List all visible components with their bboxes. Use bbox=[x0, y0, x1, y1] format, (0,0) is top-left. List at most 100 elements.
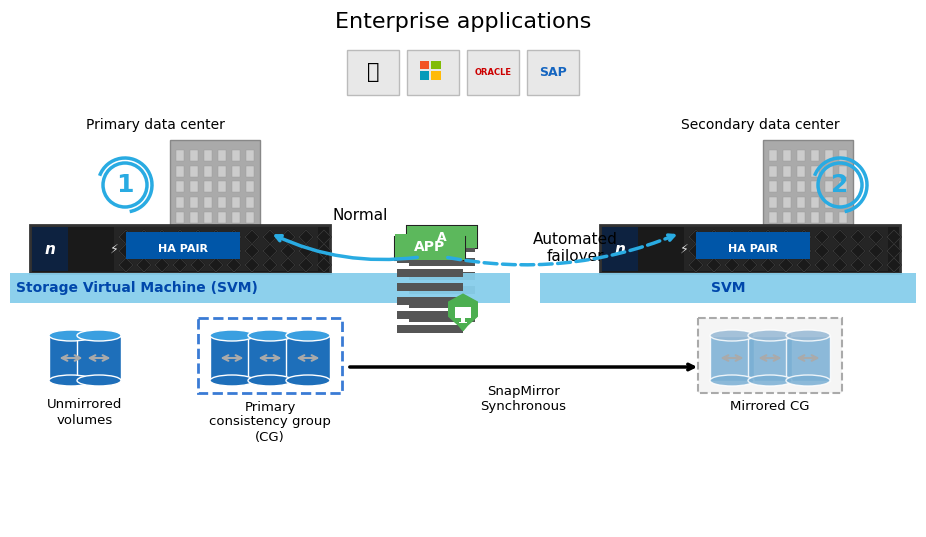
FancyBboxPatch shape bbox=[246, 182, 254, 192]
Text: Primary
consistency group
(CG): Primary consistency group (CG) bbox=[209, 401, 331, 444]
FancyBboxPatch shape bbox=[797, 197, 805, 208]
FancyBboxPatch shape bbox=[461, 318, 465, 322]
Text: Primary data center: Primary data center bbox=[85, 118, 224, 132]
Text: HA PAIR: HA PAIR bbox=[158, 244, 208, 254]
FancyBboxPatch shape bbox=[839, 166, 847, 177]
FancyBboxPatch shape bbox=[246, 197, 254, 208]
Polygon shape bbox=[299, 244, 313, 258]
Polygon shape bbox=[743, 230, 757, 244]
Polygon shape bbox=[299, 230, 313, 244]
FancyBboxPatch shape bbox=[777, 230, 787, 246]
FancyBboxPatch shape bbox=[204, 150, 212, 161]
FancyBboxPatch shape bbox=[769, 182, 777, 192]
Polygon shape bbox=[689, 258, 703, 272]
Text: 🐧: 🐧 bbox=[367, 62, 380, 83]
FancyBboxPatch shape bbox=[397, 268, 463, 277]
FancyBboxPatch shape bbox=[825, 166, 833, 177]
Polygon shape bbox=[137, 230, 151, 244]
FancyBboxPatch shape bbox=[183, 230, 194, 246]
FancyBboxPatch shape bbox=[176, 166, 184, 177]
FancyBboxPatch shape bbox=[825, 150, 833, 161]
FancyBboxPatch shape bbox=[782, 166, 791, 177]
Polygon shape bbox=[227, 258, 241, 272]
Polygon shape bbox=[887, 258, 901, 272]
Polygon shape bbox=[245, 258, 259, 272]
FancyBboxPatch shape bbox=[821, 230, 832, 246]
Polygon shape bbox=[281, 258, 295, 272]
FancyBboxPatch shape bbox=[407, 226, 477, 248]
Polygon shape bbox=[191, 230, 205, 244]
FancyBboxPatch shape bbox=[190, 150, 198, 161]
FancyBboxPatch shape bbox=[782, 213, 791, 223]
Text: 2: 2 bbox=[832, 173, 849, 197]
FancyBboxPatch shape bbox=[409, 300, 475, 308]
Polygon shape bbox=[761, 230, 775, 244]
FancyBboxPatch shape bbox=[811, 197, 820, 208]
FancyBboxPatch shape bbox=[246, 213, 254, 223]
Text: Storage Virtual Machine (SVM): Storage Virtual Machine (SVM) bbox=[16, 281, 257, 295]
FancyBboxPatch shape bbox=[248, 336, 292, 381]
Polygon shape bbox=[887, 244, 901, 258]
FancyBboxPatch shape bbox=[395, 237, 465, 260]
Polygon shape bbox=[317, 244, 331, 258]
Polygon shape bbox=[833, 244, 847, 258]
Polygon shape bbox=[833, 258, 847, 272]
Polygon shape bbox=[119, 258, 133, 272]
Text: SAP: SAP bbox=[539, 66, 567, 79]
FancyBboxPatch shape bbox=[769, 213, 777, 223]
Polygon shape bbox=[227, 244, 241, 258]
Polygon shape bbox=[137, 258, 151, 272]
Polygon shape bbox=[707, 244, 721, 258]
FancyBboxPatch shape bbox=[204, 166, 212, 177]
FancyBboxPatch shape bbox=[77, 336, 121, 381]
Polygon shape bbox=[725, 258, 739, 272]
Polygon shape bbox=[707, 230, 721, 244]
FancyBboxPatch shape bbox=[218, 166, 226, 177]
FancyBboxPatch shape bbox=[458, 322, 468, 323]
FancyBboxPatch shape bbox=[763, 140, 853, 250]
FancyBboxPatch shape bbox=[229, 230, 239, 246]
Text: SVM: SVM bbox=[711, 281, 745, 295]
FancyBboxPatch shape bbox=[190, 166, 198, 177]
FancyBboxPatch shape bbox=[246, 150, 254, 161]
Polygon shape bbox=[887, 230, 901, 244]
Ellipse shape bbox=[710, 375, 754, 386]
Polygon shape bbox=[707, 258, 721, 272]
FancyBboxPatch shape bbox=[190, 213, 198, 223]
FancyBboxPatch shape bbox=[395, 234, 465, 260]
FancyBboxPatch shape bbox=[782, 150, 791, 161]
FancyBboxPatch shape bbox=[811, 182, 820, 192]
FancyBboxPatch shape bbox=[409, 258, 475, 266]
Polygon shape bbox=[851, 244, 865, 258]
Polygon shape bbox=[725, 244, 739, 258]
Polygon shape bbox=[281, 244, 295, 258]
Polygon shape bbox=[191, 258, 205, 272]
FancyBboxPatch shape bbox=[432, 61, 441, 69]
FancyBboxPatch shape bbox=[432, 71, 441, 79]
Text: ⚡: ⚡ bbox=[109, 243, 119, 256]
Polygon shape bbox=[173, 230, 187, 244]
Text: Automated
failover: Automated failover bbox=[532, 232, 618, 264]
Text: Secondary data center: Secondary data center bbox=[681, 118, 839, 132]
FancyBboxPatch shape bbox=[409, 272, 475, 280]
Polygon shape bbox=[743, 244, 757, 258]
Polygon shape bbox=[173, 244, 187, 258]
FancyBboxPatch shape bbox=[839, 182, 847, 192]
FancyBboxPatch shape bbox=[769, 150, 777, 161]
FancyBboxPatch shape bbox=[114, 227, 318, 271]
Text: Enterprise applications: Enterprise applications bbox=[335, 12, 591, 32]
Polygon shape bbox=[155, 244, 169, 258]
Polygon shape bbox=[815, 244, 829, 258]
FancyBboxPatch shape bbox=[825, 213, 833, 223]
FancyBboxPatch shape bbox=[176, 213, 184, 223]
FancyBboxPatch shape bbox=[232, 166, 240, 177]
FancyBboxPatch shape bbox=[397, 296, 463, 304]
FancyBboxPatch shape bbox=[190, 197, 198, 208]
Polygon shape bbox=[851, 258, 865, 272]
Polygon shape bbox=[209, 258, 223, 272]
FancyBboxPatch shape bbox=[811, 150, 820, 161]
FancyBboxPatch shape bbox=[782, 197, 791, 208]
Text: Mirrored CG: Mirrored CG bbox=[731, 401, 809, 413]
FancyBboxPatch shape bbox=[839, 197, 847, 208]
FancyBboxPatch shape bbox=[839, 150, 847, 161]
